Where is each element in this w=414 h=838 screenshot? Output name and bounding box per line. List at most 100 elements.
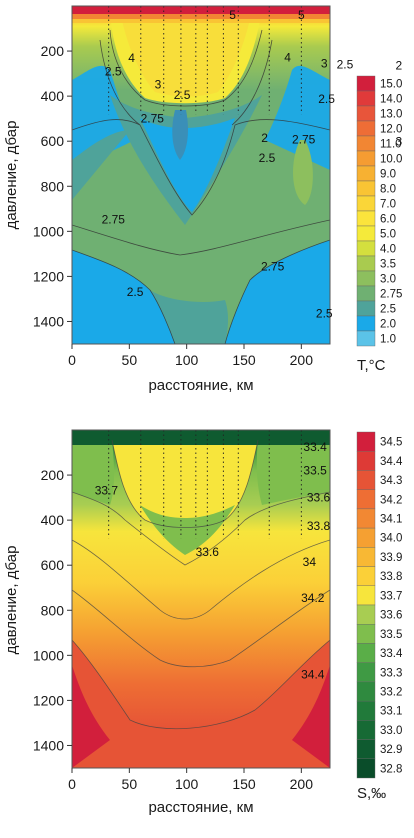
temperature-colorbar-swatch [356,75,376,92]
salinity-colorbar-level-label: 33.1 [380,706,402,718]
temperature-colorbar-swatch [356,255,376,272]
temperature-contour-label: 2.5 [337,58,354,72]
temperature-x-tick-label: 100 [175,352,199,368]
salinity-colorbar-label: S,‰ [357,785,386,802]
salinity-colorbar-level-label: 33.7 [380,590,402,602]
salinity-contour-label: 33.8 [307,519,331,533]
salinity-contour-label: 33.5 [303,464,327,478]
temperature-contour-label: 2.5 [105,64,122,78]
temperature-contour-label: 2 [261,131,268,145]
temperature-contour-label: 3 [321,56,328,70]
salinity-colorbar-level-label: 33.4 [380,648,403,660]
temperature-colorbar-level-label: 5.0 [380,229,396,241]
salinity-x-tick-label: 200 [290,776,314,792]
temperature-colorbar-swatch [356,90,376,107]
temperature-xlabel: расстояние, км [148,377,253,394]
salinity-contour-label: 34 [303,555,317,569]
temperature-colorbar-level-label: 2.75 [380,289,402,301]
salinity-colorbar-level-label: 32.8 [380,763,402,775]
salinity-colorbar-level-label: 33.9 [380,552,402,564]
temperature-contour-label: 2.75 [261,259,285,273]
salinity-y-tick-label: 400 [41,512,65,528]
salinity-colorbar-swatch [356,566,376,586]
temperature-y-tick-label: 400 [41,88,65,104]
temperature-colorbar-level-label: 8.0 [380,184,396,196]
salinity-colorbar-swatch [356,508,376,529]
salinity-colorbar-swatch [356,489,376,510]
temperature-colorbar-swatch [356,180,376,197]
salinity-contour-label: 34.4 [301,667,325,681]
temperature-colorbar-level-label: 9.0 [380,169,396,181]
salinity-colorbar-level-label: 34.2 [380,494,402,506]
temperature-contour-label: 5 [229,8,236,22]
temperature-x-tick-label: 150 [232,352,256,368]
salinity-ylabel: давление, дбар [3,546,20,655]
salinity-colorbar-swatch [356,470,376,490]
salinity-colorbar-level-label: 33.8 [380,571,402,583]
temperature-colorbar-swatch [356,270,376,287]
temperature-contour-label: 2.75 [292,132,316,146]
salinity-colorbar-swatch [356,604,376,625]
salinity-y-tick-label: 1000 [33,647,64,663]
temperature-x-tick-label: 200 [290,352,314,368]
temperature-colorbar-level-label: 10.0 [380,154,402,166]
temperature-ylabel: давление, дбар [3,121,20,230]
temperature-contour-label: 2.5 [127,285,144,299]
temperature-colorbar-level-label: 1.0 [380,334,396,346]
salinity-colorbar-swatch [356,758,376,779]
salinity-colorbar-swatch [356,643,376,663]
temperature-colorbar-level-label: 4.0 [380,244,396,256]
temperature-contour-label: 4 [128,51,135,65]
temperature-colorbar-level-label: 6.0 [380,214,396,226]
temperature-contour-label: 2.5 [174,88,191,102]
temperature-plot-frame [71,5,331,345]
salinity-contour-label: 34.2 [301,591,325,605]
salinity-colorbar-level-label: 33.6 [380,610,402,622]
salinity-colorbar-swatch [356,739,376,759]
salinity-x-tick-label: 100 [175,776,199,792]
temperature-colorbar-level-label: 14.0 [380,94,402,106]
temperature-y-tick-label: 800 [41,178,65,194]
temperature-contour-label: 2.5 [259,151,276,165]
temperature-colorbar-level-label: 13.0 [380,109,402,121]
temperature-y-tick-label: 1400 [33,313,64,329]
temperature-x-tick-label: 0 [68,352,76,368]
temperature-x-tick-label: 50 [122,352,138,368]
temperature-colorbar-level-label: 15.0 [380,79,402,91]
salinity-colorbar-level-label: 33.0 [380,725,402,737]
salinity-contour-label: 33.6 [196,545,220,559]
salinity-x-tick-label: 0 [68,776,76,792]
temperature-colorbar-swatch [356,165,376,182]
salinity-colorbar-level-label: 32.9 [380,744,402,756]
temperature-y-tick-label: 1200 [33,268,64,284]
temperature-contour-label: 2 [395,59,402,73]
salinity-contour-label: 33.7 [95,483,119,497]
salinity-y-tick-label: 200 [41,467,65,483]
temperature-colorbar-swatch [356,195,376,212]
salinity-y-tick-label: 1400 [33,737,64,753]
salinity-colorbar-swatch [356,624,376,644]
salinity-contour-label: 33.4 [303,440,327,454]
temperature-colorbar-level-label: 2.0 [380,319,396,331]
temperature-colorbar-swatch [356,210,376,227]
temperature-contour-label: 3 [155,77,162,91]
salinity-y-tick-label: 600 [41,557,65,573]
salinity-colorbar-swatch [356,700,376,721]
salinity-plot-area [72,430,330,768]
salinity-x-tick-label: 150 [232,776,256,792]
temperature-colorbar-swatch [356,285,376,302]
salinity-colorbar-level-label: 34.4 [380,456,403,468]
temperature-colorbar-swatch [356,330,376,347]
temperature-colorbar-label: T,°C [357,357,386,374]
salinity-colorbar-level-label: 33.3 [380,667,402,679]
temperature-contour-label: 2.5 [316,307,333,321]
temperature-contour-label: 3 [395,135,402,149]
temperature-colorbar-level-label: 11.0 [380,139,402,151]
salinity-colorbar-swatch [356,547,376,567]
salinity-colorbar-swatch [356,451,376,471]
temperature-y-tick-label: 1000 [33,223,64,239]
temperature-contour-label: 2.75 [102,213,126,227]
temperature-contour-label: 4 [284,50,291,64]
salinity-colorbar-swatch [356,681,376,702]
